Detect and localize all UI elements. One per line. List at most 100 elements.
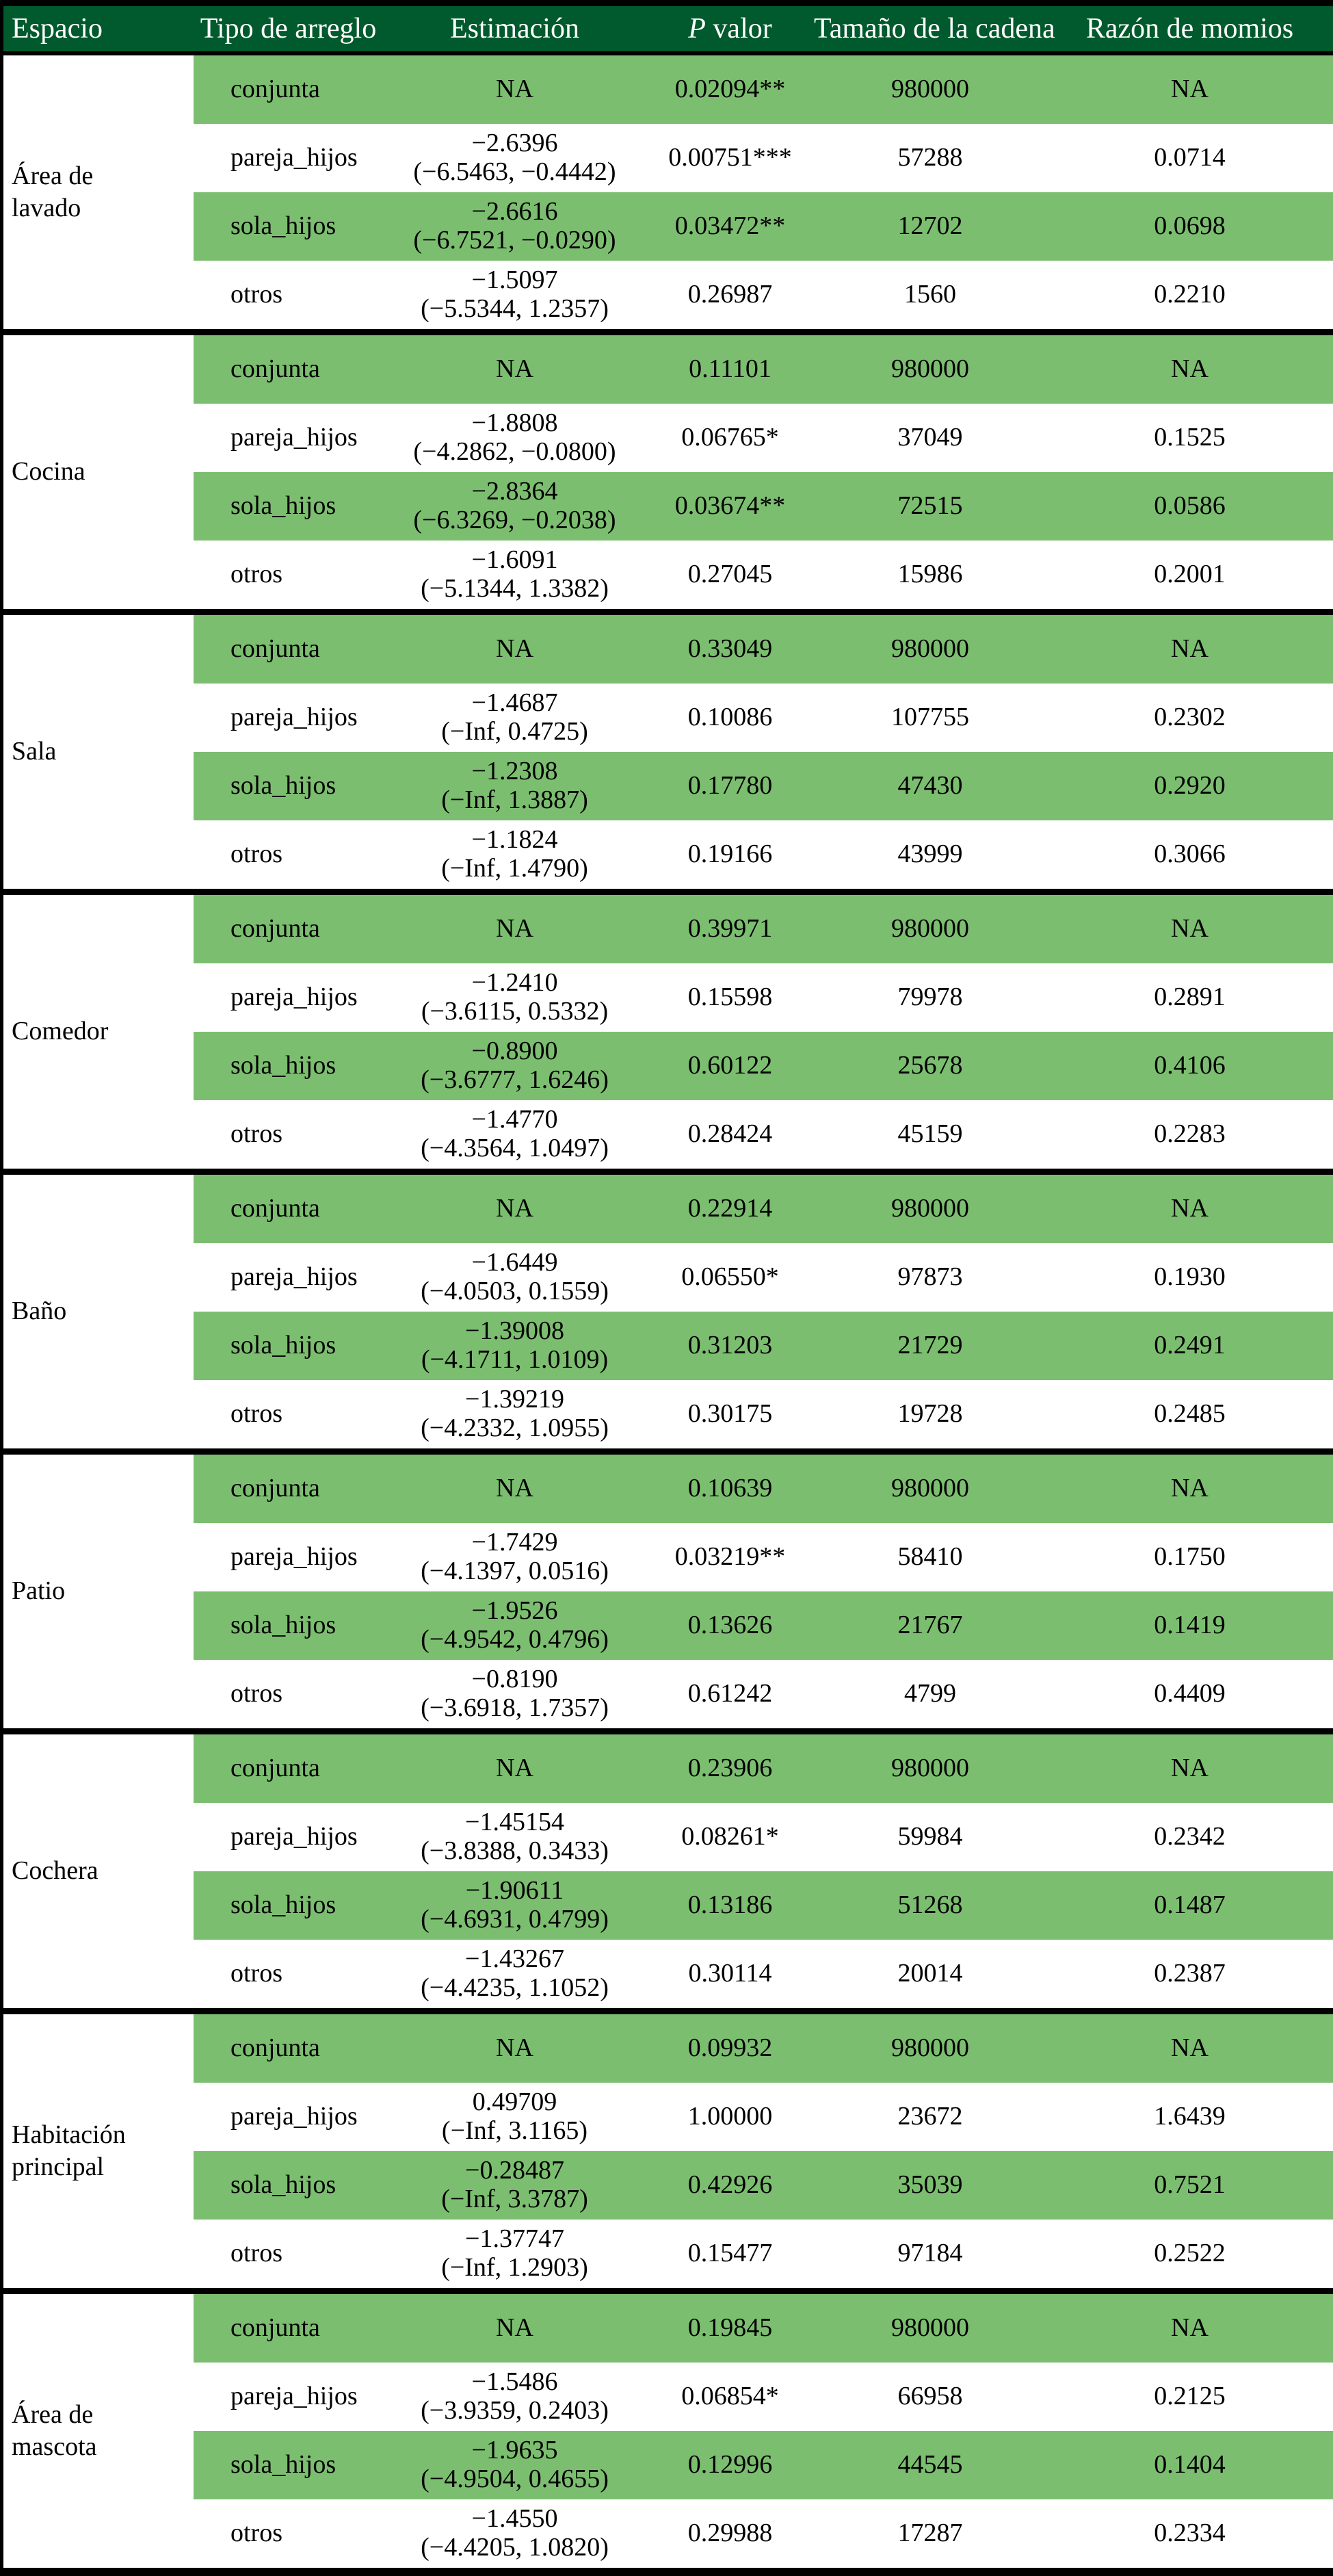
estimacion-cell: −1.4550 (−4.4205, 1.0820) — [383, 2499, 646, 2568]
espacio-cell: Cocina — [3, 332, 194, 612]
tipo-de-arreglo-cell: pareja_hijos — [194, 2083, 383, 2151]
estimacion-cell: −1.1824 (−Inf, 1.4790) — [383, 820, 646, 892]
razon-momios-cell: 0.3066 — [1046, 820, 1333, 892]
tamano-cadena-cell: 44545 — [814, 2431, 1046, 2499]
estimacion-cell: −1.5097 (−5.5344, 1.2357) — [383, 261, 646, 333]
razon-momios-cell: NA — [1046, 1731, 1333, 1803]
p-valor-cell: 0.09932 — [646, 2011, 814, 2083]
results-table: Espacio Tipo de arreglo Estimación P val… — [3, 6, 1333, 2568]
estimacion-line: −1.37747 — [465, 2224, 564, 2254]
p-valor-cell: 0.10639 — [646, 1451, 814, 1523]
espacio-group: Comedor conjunta NA 0.39971 980000 NA pareja_h… — [3, 892, 1333, 1172]
espacio-cell: Comedor — [3, 892, 194, 1172]
estimacion-cell: NA — [383, 332, 646, 404]
data-row: Cochera conjunta NA 0.23906 980000 NA — [3, 1731, 1333, 2012]
p-valor-cell: 0.29988 — [646, 2499, 814, 2568]
data-row: pareja_hijos −1.45154 (−3.8388, 0.3433) 0.0… — [3, 1803, 1333, 1871]
estimacion-line: −1.9635 — [471, 2436, 558, 2465]
data-row: sola_hijos −1.2308 (−Inf, 1.3887) 0.17780 47… — [3, 752, 1333, 820]
tamano-cadena-cell: 20014 — [814, 1940, 1046, 2012]
estimacion-line: (−4.1397, 0.0516) — [421, 1557, 609, 1585]
data-row: sola_hijos −2.8364 (−6.3269, −0.2038) 0.036… — [3, 472, 1333, 541]
estimacion-line: (−4.6931, 0.4799) — [421, 1905, 609, 1934]
tipo-de-arreglo-cell: otros — [194, 2499, 383, 2568]
estimacion-line: −1.5486 — [471, 2367, 558, 2397]
espacio-cell: Patio — [3, 1451, 194, 1732]
espacio-group: Cochera conjunta NA 0.23906 980000 NA pareja_h… — [3, 1731, 1333, 2012]
razon-momios-cell: 0.4409 — [1046, 1660, 1333, 1732]
estimacion-line: (−3.6777, 1.6246) — [421, 1065, 609, 1094]
tipo-de-arreglo-cell: sola_hijos — [194, 192, 383, 261]
estimacion-cell: −2.6616 (−6.7521, −0.0290) — [383, 192, 646, 261]
estimacion-line: −1.4770 — [471, 1105, 558, 1134]
tamano-cadena-cell: 79978 — [814, 963, 1046, 1032]
header-razon-momios: Razón de momios — [1046, 6, 1333, 53]
p-valor-cell: 0.00751*** — [646, 124, 814, 192]
estimacion-cell: −1.6091 (−5.1344, 1.3382) — [383, 541, 646, 612]
estimacion-line: (−4.9504, 0.4655) — [421, 2464, 609, 2493]
tipo-de-arreglo-cell: pareja_hijos — [194, 124, 383, 192]
tipo-de-arreglo-cell: sola_hijos — [194, 2431, 383, 2499]
estimacion-line: NA — [496, 1474, 533, 1503]
estimacion-line: −1.4550 — [471, 2504, 558, 2534]
estimacion-line: NA — [496, 2313, 533, 2343]
tipo-de-arreglo-cell: sola_hijos — [194, 752, 383, 820]
estimacion-line: −1.39008 — [465, 1316, 564, 1346]
data-row: Sala conjunta NA 0.33049 980000 NA — [3, 612, 1333, 892]
estimacion-line: (−4.4205, 1.0820) — [421, 2533, 609, 2562]
estimacion-line: (−5.1344, 1.3382) — [421, 574, 609, 603]
estimacion-line: −1.6091 — [471, 545, 558, 575]
data-row: sola_hijos −2.6616 (−6.7521, −0.0290) 0.034… — [3, 192, 1333, 261]
razon-momios-cell: 0.7521 — [1046, 2151, 1333, 2220]
header-row: Espacio Tipo de arreglo Estimación P val… — [3, 6, 1333, 53]
tipo-de-arreglo-cell: conjunta — [194, 892, 383, 963]
p-valor-rest: valor — [705, 12, 772, 44]
tamano-cadena-cell: 980000 — [814, 53, 1046, 124]
p-valor-cell: 0.06550* — [646, 1243, 814, 1312]
tipo-de-arreglo-cell: pareja_hijos — [194, 1243, 383, 1312]
estimacion-cell: NA — [383, 892, 646, 963]
tamano-cadena-cell: 72515 — [814, 472, 1046, 541]
razon-momios-cell: 0.2342 — [1046, 1803, 1333, 1871]
p-valor-cell: 0.22914 — [646, 1171, 814, 1243]
estimacion-cell: −0.8190 (−3.6918, 1.7357) — [383, 1660, 646, 1732]
estimacion-line: −1.9526 — [471, 1596, 558, 1626]
tipo-de-arreglo-cell: pareja_hijos — [194, 404, 383, 472]
estimacion-cell: −1.9526 (−4.9542, 0.4796) — [383, 1591, 646, 1660]
data-row: pareja_hijos −2.6396 (−6.5463, −0.4442) 0.0… — [3, 124, 1333, 192]
header-estimacion: Estimación — [383, 6, 646, 53]
tipo-de-arreglo-cell: conjunta — [194, 1171, 383, 1243]
tamano-cadena-cell: 15986 — [814, 541, 1046, 612]
estimacion-line: −2.8364 — [471, 477, 558, 506]
data-row: otros −1.39219 (−4.2332, 1.0955) 0.30175 197… — [3, 1380, 1333, 1452]
tamano-cadena-cell: 47430 — [814, 752, 1046, 820]
p-valor-cell: 0.13626 — [646, 1591, 814, 1660]
p-valor-cell: 0.10086 — [646, 684, 814, 752]
razon-momios-cell: NA — [1046, 332, 1333, 404]
razon-momios-cell: 1.6439 — [1046, 2083, 1333, 2151]
data-row: pareja_hijos −1.7429 (−4.1397, 0.0516) 0.03… — [3, 1523, 1333, 1591]
estimacion-line: −2.6616 — [471, 197, 558, 226]
estimacion-line: −1.2410 — [471, 968, 558, 998]
tamano-cadena-cell: 980000 — [814, 892, 1046, 963]
tamano-cadena-cell: 17287 — [814, 2499, 1046, 2568]
p-valor-italic-letter: P — [688, 12, 706, 44]
data-row: Patio conjunta NA 0.10639 980000 NA — [3, 1451, 1333, 1732]
data-row: Comedor conjunta NA 0.39971 980000 NA — [3, 892, 1333, 1172]
header-p-valor: P valor — [646, 6, 814, 53]
tamano-cadena-cell: 4799 — [814, 1660, 1046, 1732]
estimacion-cell: NA — [383, 1451, 646, 1523]
tipo-de-arreglo-cell: sola_hijos — [194, 1032, 383, 1100]
razon-momios-cell: NA — [1046, 53, 1333, 124]
tipo-de-arreglo-cell: pareja_hijos — [194, 684, 383, 752]
data-row: sola_hijos −1.9526 (−4.9542, 0.4796) 0.1362… — [3, 1591, 1333, 1660]
razon-momios-cell: 0.2891 — [1046, 963, 1333, 1032]
estimacion-cell: −1.43267 (−4.4235, 1.1052) — [383, 1940, 646, 2012]
estimacion-cell: −1.45154 (−3.8388, 0.3433) — [383, 1803, 646, 1871]
estimacion-line: (−6.7521, −0.0290) — [413, 226, 616, 255]
estimacion-line: (−4.1711, 1.0109) — [421, 1345, 609, 1374]
razon-momios-cell: 0.0698 — [1046, 192, 1333, 261]
data-row: sola_hijos −0.28487 (−Inf, 3.3787) 0.42926 3… — [3, 2151, 1333, 2220]
data-row: otros −1.4550 (−4.4205, 1.0820) 0.29988 1728… — [3, 2499, 1333, 2568]
data-row: pareja_hijos −1.4687 (−Inf, 0.4725) 0.10086… — [3, 684, 1333, 752]
